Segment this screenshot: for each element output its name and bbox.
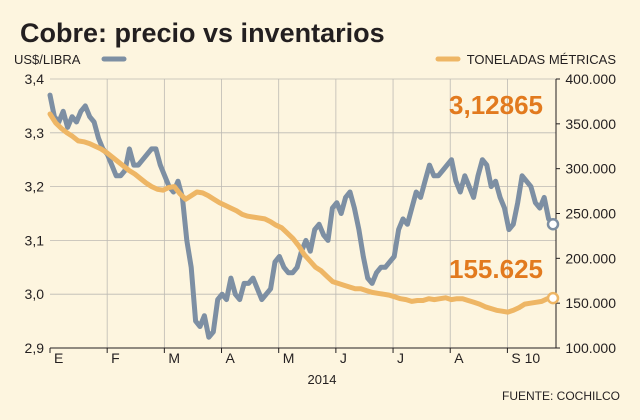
- right-tick-label: 350.000: [565, 116, 616, 132]
- x-tick-label: S 10: [511, 350, 540, 366]
- left-tick-label: 3,3: [25, 125, 45, 141]
- left-tick-label: 3,2: [25, 179, 45, 195]
- x-tick-label: M: [283, 350, 295, 366]
- right-tick-label: 100.000: [565, 340, 616, 356]
- right-tick-label: 200.000: [565, 250, 616, 266]
- inventory-last-value: 155.625: [449, 254, 543, 284]
- x-tick-label: A: [454, 350, 464, 366]
- x-tick-label: E: [54, 350, 63, 366]
- x-tick-label: A: [226, 350, 236, 366]
- inventory-series-line: [47, 111, 556, 315]
- source-label: FUENTE: COCHILCO: [502, 389, 620, 403]
- x-tick-label: M: [168, 350, 180, 366]
- right-tick-label: 250.000: [565, 206, 616, 222]
- series-layer: [47, 92, 560, 340]
- left-axis-label: US$/LIBRA: [14, 52, 81, 67]
- inventory-end-marker: [546, 291, 560, 305]
- left-tick-label: 3,4: [25, 71, 45, 87]
- x-tick-label: J: [397, 350, 404, 366]
- left-tick-label: 3,1: [25, 232, 45, 248]
- grid: [50, 78, 556, 348]
- chart-title: Cobre: precio vs inventarios: [20, 18, 385, 48]
- price-end-marker: [546, 218, 560, 231]
- x-year-label: 2014: [308, 372, 337, 387]
- right-axis-label: TONELADAS MÉTRICAS: [467, 52, 617, 67]
- left-axis-ticks: 3,4 3,3 3,2 3,1 3,0 2,9: [25, 71, 45, 356]
- x-tick-label: F: [111, 350, 120, 366]
- right-tick-label: 400.000: [565, 71, 616, 87]
- left-tick-label: 2,9: [25, 340, 45, 356]
- x-tick-label: J: [340, 350, 347, 366]
- right-axis-ticks: 400.000 350.000 300.000 250.000 200.000 150.0…: [555, 71, 616, 356]
- price-last-value: 3,12865: [449, 90, 543, 120]
- x-axis-ticks: E F M A M J J A S 10: [49, 348, 540, 366]
- left-tick-label: 3,0: [25, 286, 45, 302]
- right-tick-label: 150.000: [565, 295, 616, 311]
- right-tick-label: 300.000: [565, 161, 616, 177]
